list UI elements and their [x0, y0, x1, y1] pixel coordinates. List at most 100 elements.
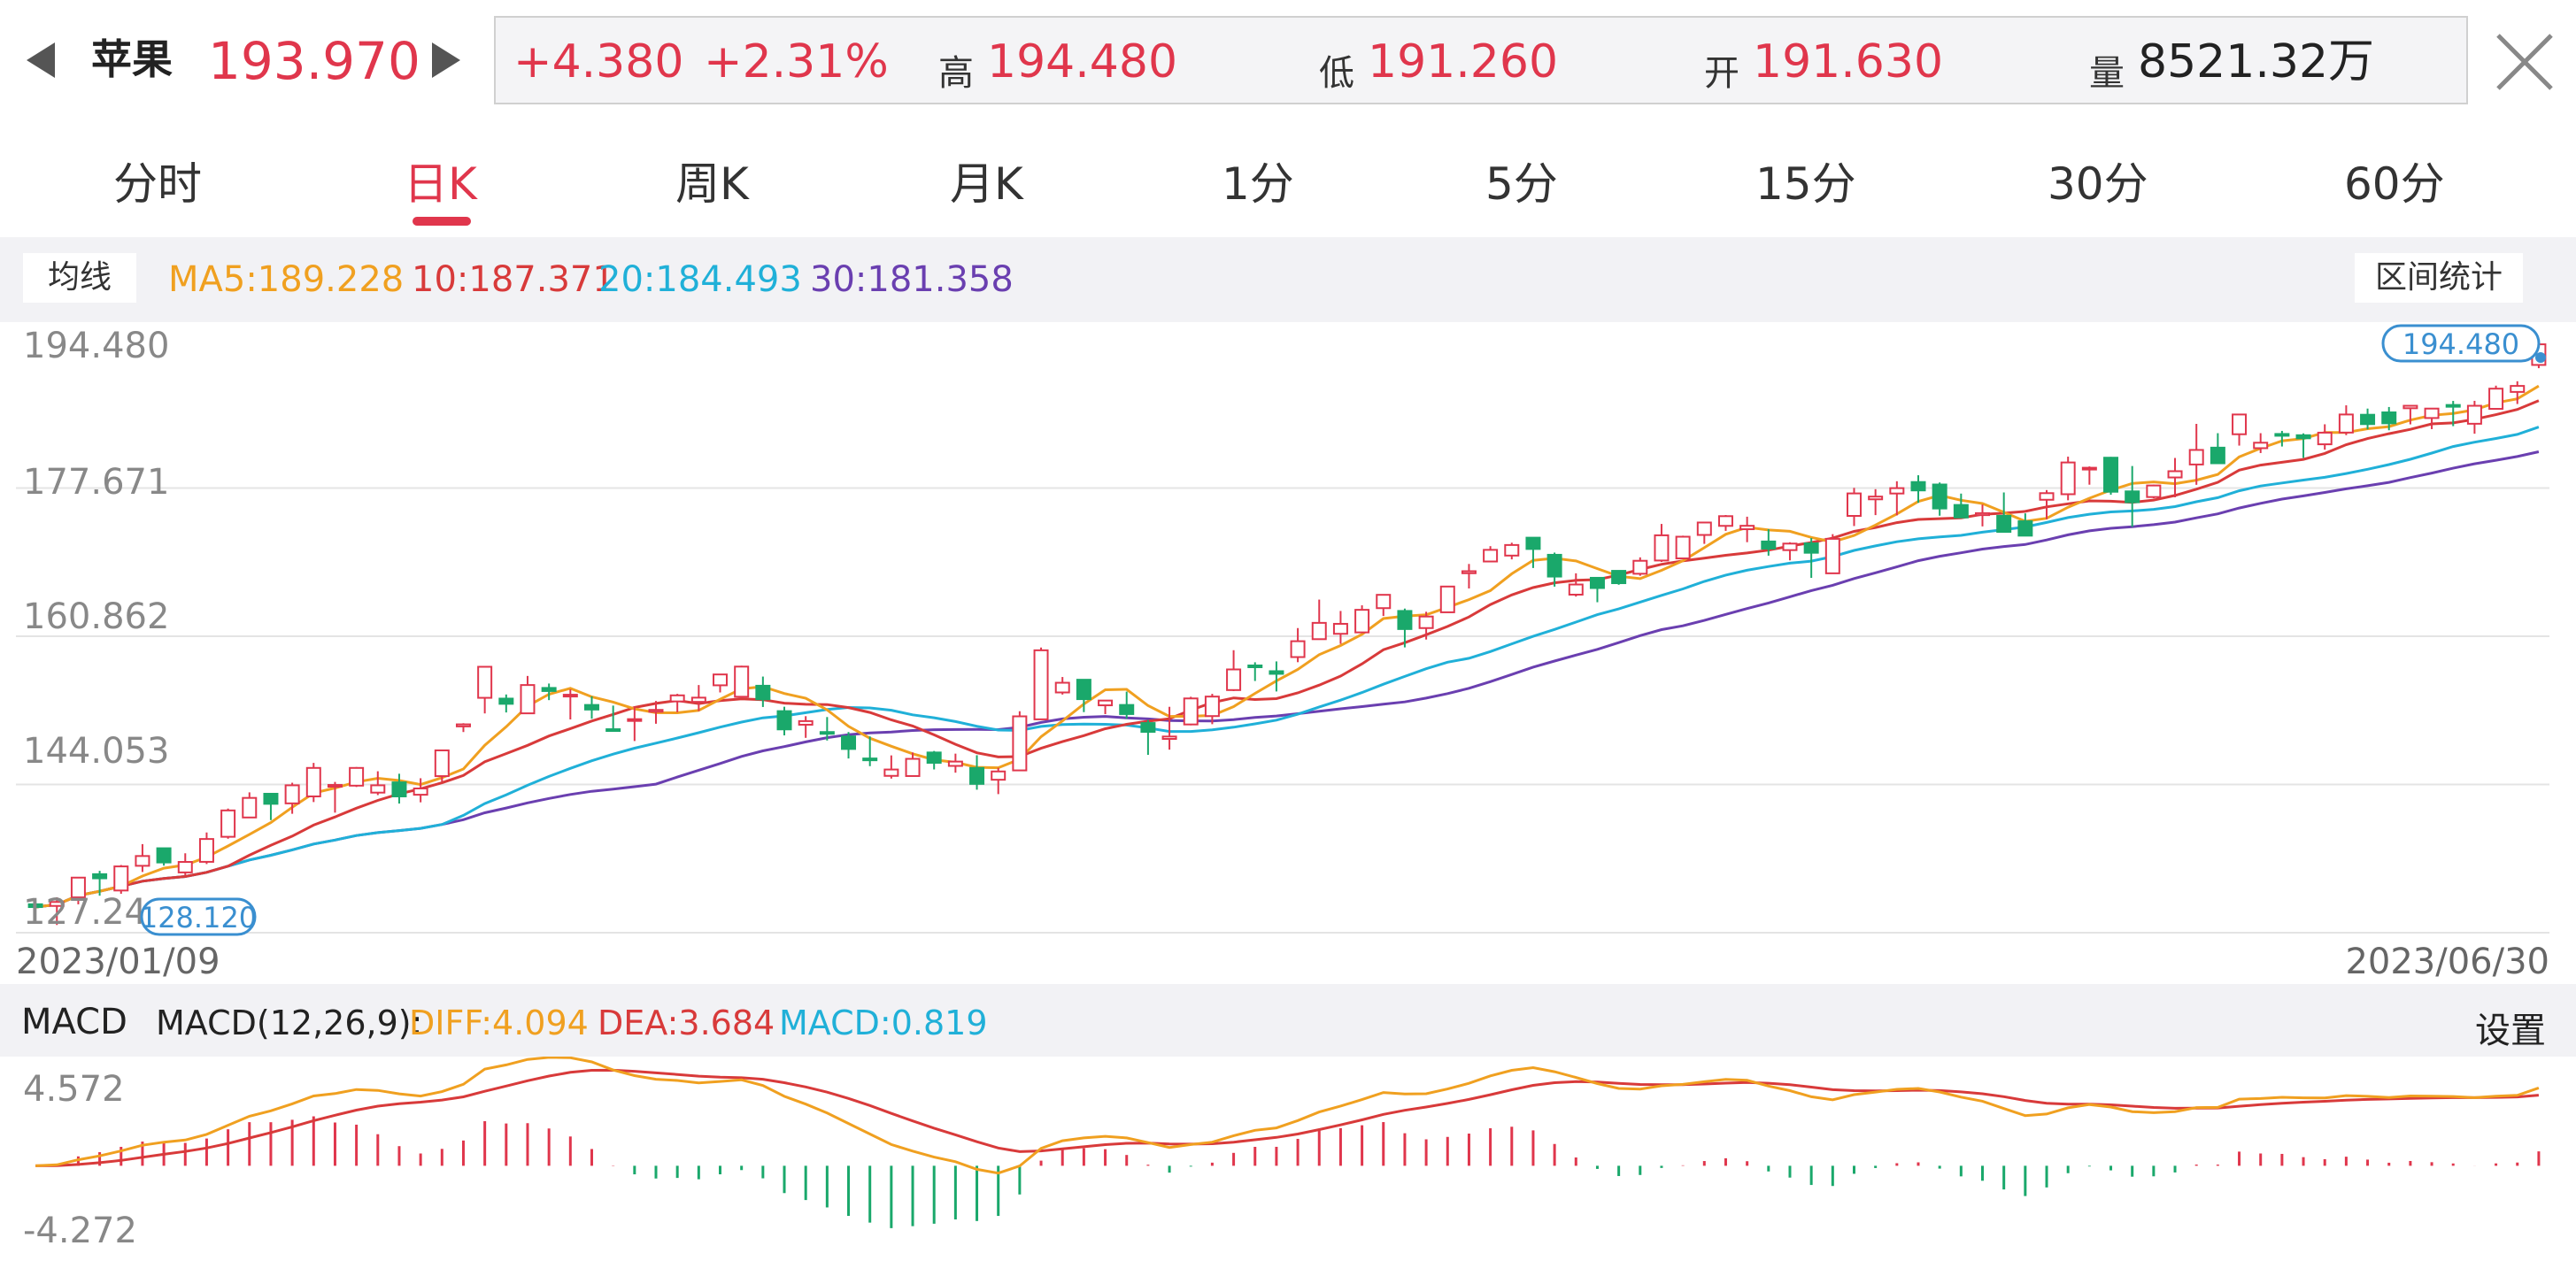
candle	[113, 865, 129, 894]
close-icon[interactable]	[2489, 27, 2560, 97]
tab-day-k[interactable]: 日K	[404, 158, 477, 210]
macd-diff-value: DIFF:4.094	[409, 1003, 589, 1042]
candle	[156, 847, 172, 866]
candle-body	[1183, 697, 1199, 726]
candle	[455, 723, 471, 733]
candle-body	[1782, 542, 1798, 551]
candle	[776, 706, 792, 736]
candle-body	[1568, 583, 1584, 596]
candle	[2210, 433, 2225, 465]
candle	[370, 771, 386, 796]
candle-body	[1975, 511, 1991, 517]
candle	[1226, 650, 1242, 691]
candle-body	[627, 718, 643, 722]
ma10-value: 10:187.371	[412, 259, 615, 300]
candle-body	[1910, 481, 1926, 492]
tab-5min[interactable]: 5分	[1485, 158, 1558, 210]
candle	[1119, 691, 1135, 719]
candle-body	[1803, 542, 1819, 554]
candle-body	[27, 903, 43, 909]
next-stock-arrow-icon[interactable]	[432, 42, 460, 78]
y-tick-label: 160.862	[23, 596, 169, 637]
candle	[969, 755, 985, 790]
macd-chart[interactable]: 4.572 -4.272	[0, 1056, 2576, 1257]
candle	[1033, 647, 1049, 720]
stock-price: 193.970	[208, 31, 420, 91]
volume-label: 量	[2089, 53, 2125, 94]
candle	[605, 705, 621, 733]
candle	[1868, 488, 1884, 516]
candle-body	[1012, 715, 1028, 772]
tab-15min[interactable]: 15分	[1755, 158, 1856, 210]
tab-60min[interactable]: 60分	[2344, 158, 2445, 210]
candle-body	[905, 757, 921, 777]
candle-body	[1098, 699, 1114, 707]
candle-body	[1204, 696, 1220, 718]
candle	[220, 808, 236, 839]
macd-settings-button[interactable]: 设置	[2475, 1011, 2546, 1051]
candle	[27, 900, 43, 910]
candle-body	[841, 735, 857, 750]
candle	[2274, 430, 2290, 447]
candle-body	[434, 749, 450, 778]
ma-toggle-button[interactable]: 均线	[23, 253, 136, 303]
candle-body	[1953, 504, 1969, 519]
candle-body	[2360, 413, 2376, 426]
candle-body	[1824, 537, 1840, 574]
candle-body	[2017, 520, 2033, 537]
candle-body	[669, 694, 685, 703]
tab-week-k[interactable]: 周K	[675, 158, 749, 210]
candle	[1824, 534, 1840, 574]
candle-body	[562, 694, 578, 698]
candle-body	[2466, 404, 2482, 425]
stock-name: 苹果	[91, 35, 173, 83]
candle-body	[1525, 536, 1541, 550]
candle	[198, 832, 214, 865]
candle	[947, 753, 963, 773]
candle-body	[349, 766, 365, 787]
prev-stock-arrow-icon[interactable]	[27, 42, 55, 78]
candle	[1354, 605, 1370, 634]
candle-body	[220, 809, 236, 838]
candle	[1568, 573, 1584, 597]
candle	[713, 673, 729, 693]
candle	[1889, 481, 1905, 516]
candle-body	[1226, 668, 1242, 691]
candle	[991, 767, 1006, 795]
tab-fenshi[interactable]: 分时	[113, 158, 202, 210]
candle-body	[2274, 433, 2290, 437]
candle	[2125, 465, 2140, 527]
tab-30min[interactable]: 30分	[2048, 158, 2148, 210]
candle-body	[2424, 407, 2440, 419]
ma20-value: 20:184.493	[598, 259, 802, 300]
tab-1min[interactable]: 1分	[1222, 158, 1294, 210]
candle	[2039, 489, 2055, 519]
candle	[263, 792, 279, 820]
kline-chart[interactable]: 194.480 177.671 160.862 144.053 127.244 …	[0, 322, 2576, 984]
candle	[2167, 457, 2183, 497]
candle	[755, 676, 771, 707]
ma5-value: MA5:189.228	[168, 259, 405, 300]
candle	[477, 665, 493, 714]
candle-body	[1290, 640, 1306, 658]
high-label: 高	[938, 53, 974, 94]
price-change: +4.380	[513, 35, 684, 88]
ma30-line	[35, 450, 2540, 909]
macd-indicator-button[interactable]: MACD	[21, 1002, 127, 1042]
high-value: 194.480	[987, 35, 1178, 88]
y-tick-label: 194.480	[23, 326, 169, 366]
range-stats-button[interactable]: 区间统计	[2355, 253, 2523, 303]
candle	[2295, 433, 2311, 458]
candle	[2146, 484, 2162, 499]
candle	[242, 792, 258, 819]
candle	[1761, 529, 1777, 556]
open-value: 191.630	[1753, 35, 1944, 88]
candle	[562, 688, 578, 719]
candle-body	[2188, 449, 2204, 465]
ma-legend-bar: 均线 MA5:189.228 10:187.371 20:184.493 30:…	[0, 237, 2576, 322]
quote-header: 苹果 193.970 +4.380 +2.31% 高 194.480 低 191…	[0, 0, 2576, 122]
candle-body	[1739, 525, 1755, 531]
price-change-percent: +2.31%	[704, 35, 889, 88]
tab-month-k[interactable]: 月K	[950, 158, 1023, 210]
candle-body	[177, 861, 193, 873]
